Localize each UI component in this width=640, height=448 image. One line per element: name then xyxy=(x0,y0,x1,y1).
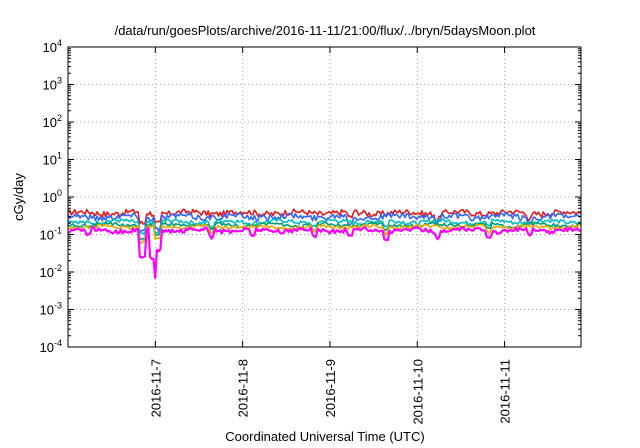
y-tick-exponent: -2 xyxy=(54,263,62,273)
x-tick-label: 2016-11-8 xyxy=(236,359,251,417)
y-tick-exponent: 0 xyxy=(57,188,62,198)
y-tick-label: 10-4 xyxy=(40,338,62,355)
y-tick-base: 10 xyxy=(43,115,57,130)
y-axis-label: cGy/day xyxy=(11,173,26,221)
y-tick-base: 10 xyxy=(43,153,57,168)
chart-title: /data/run/goesPlots/archive/2016-11-11/2… xyxy=(115,23,536,38)
series-line xyxy=(67,212,582,233)
y-tick-label: 104 xyxy=(43,38,62,55)
y-tick-label: 10-2 xyxy=(40,263,62,280)
y-tick-label: 102 xyxy=(43,113,62,130)
y-tick-base: 10 xyxy=(40,265,54,280)
x-axis-label: Coordinated Universal Time (UTC) xyxy=(225,429,424,444)
y-tick-base: 10 xyxy=(43,78,57,93)
y-tick-exponent: -4 xyxy=(54,338,62,348)
y-tick-label: 10-3 xyxy=(40,301,62,318)
y-tick-base: 10 xyxy=(43,190,57,205)
series-line xyxy=(67,223,582,245)
y-tick-base: 10 xyxy=(40,228,54,243)
x-tick-label: 2016-11-9 xyxy=(323,359,338,417)
y-tick-exponent: -1 xyxy=(54,226,62,236)
x-tick-label: 2016-11-10 xyxy=(410,359,425,425)
y-tick-label: 10-1 xyxy=(40,226,62,243)
y-tick-base: 10 xyxy=(40,303,54,318)
series-line xyxy=(67,208,582,225)
series-line xyxy=(67,226,582,279)
x-tick-label: 2016-11-11 xyxy=(498,359,513,424)
x-axis: 2016-11-7 2016-11-8 2016-11-9 2016-11-10 201… xyxy=(148,47,513,425)
y-tick-exponent: 3 xyxy=(57,76,62,86)
y-tick-label: 101 xyxy=(43,151,62,168)
x-tick-label: 2016-11-7 xyxy=(148,359,163,417)
y-tick-exponent: 2 xyxy=(57,113,62,123)
y-tick-label: 103 xyxy=(43,76,62,93)
grid xyxy=(68,47,581,347)
y-tick-base: 10 xyxy=(43,40,57,55)
y-tick-exponent: 1 xyxy=(57,151,62,161)
series-group xyxy=(67,208,582,279)
y-tick-exponent: -3 xyxy=(54,301,62,311)
y-tick-label: 100 xyxy=(43,188,62,205)
y-tick-exponent: 4 xyxy=(57,38,62,48)
y-tick-base: 10 xyxy=(40,340,54,355)
